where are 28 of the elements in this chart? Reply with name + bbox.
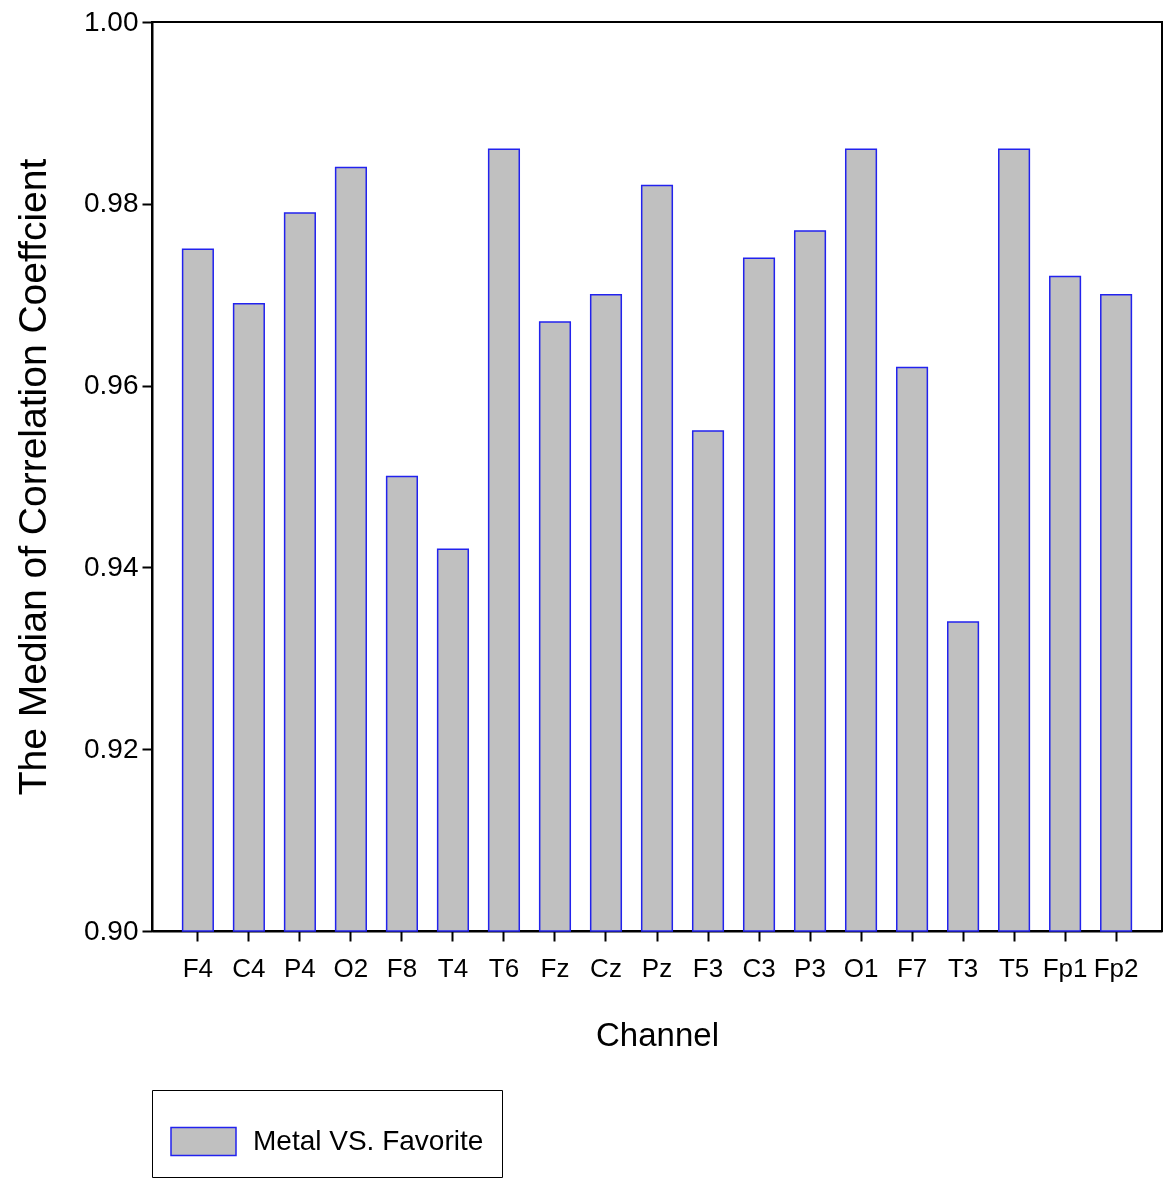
legend-label: Metal VS. Favorite <box>253 1124 484 1156</box>
y-tick-label: 0.94 <box>84 550 139 582</box>
x-axis-title: Channel <box>596 1015 719 1053</box>
x-tick-label: C3 <box>742 952 776 983</box>
x-tick-label: Fz <box>540 952 570 983</box>
x-tick-label: Cz <box>590 952 622 983</box>
x-tick-label: O1 <box>843 952 879 983</box>
x-tick-label: P3 <box>794 952 826 983</box>
x-tick-label: C4 <box>232 952 266 983</box>
y-tick-label: 1.00 <box>84 5 139 37</box>
y-tick-label: 0.98 <box>84 187 139 219</box>
x-tick-label: F3 <box>692 952 724 983</box>
x-tick-label: Pz <box>641 952 673 983</box>
y-axis-title: The Median of Correlation Coeffcient <box>11 158 54 796</box>
x-tick-label: T6 <box>488 952 520 983</box>
x-tick-label: T4 <box>437 952 469 983</box>
x-tick-label: P4 <box>284 952 316 983</box>
y-tick-label: 0.96 <box>84 369 139 401</box>
x-tick-label: O2 <box>333 952 369 983</box>
x-tick-label: F8 <box>386 952 418 983</box>
x-tick-label: Fp2 <box>1093 952 1139 983</box>
x-tick-label: T3 <box>947 952 979 983</box>
y-tick-label: 0.90 <box>84 914 139 946</box>
x-tick-label: F7 <box>896 952 928 983</box>
x-tick-label: Fp1 <box>1042 952 1088 983</box>
y-tick-label: 0.92 <box>84 732 139 764</box>
x-tick-label: F4 <box>182 952 214 983</box>
x-tick-label: T5 <box>998 952 1030 983</box>
